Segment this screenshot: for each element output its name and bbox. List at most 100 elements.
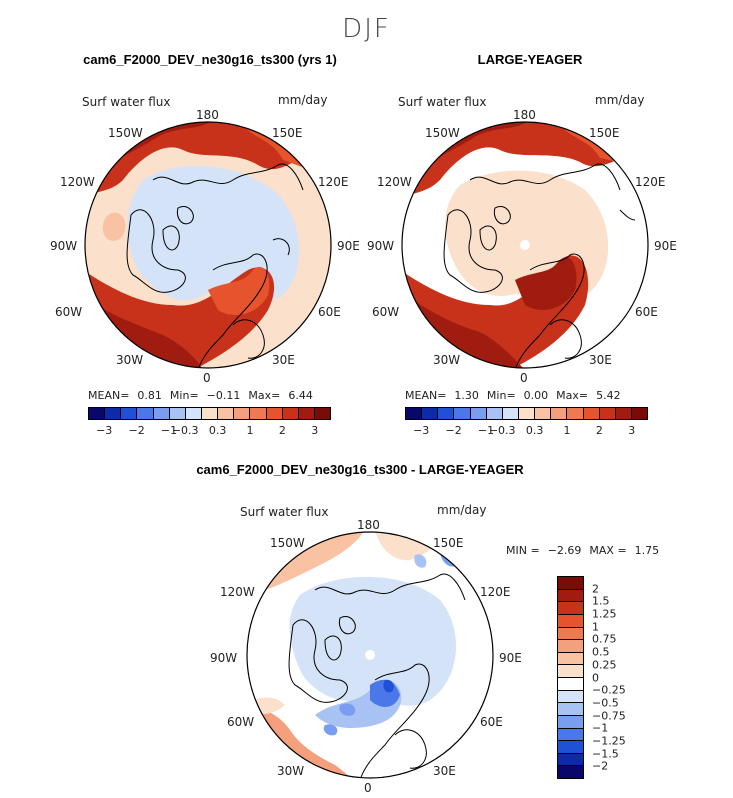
colorbar-tick-label: −3 [96,424,113,437]
colorbar-swatch [502,408,519,419]
colorbar-tick-label: 1 [592,620,599,634]
panel2-lon-150w: 150W [425,126,460,140]
panel1-lon-120w: 120W [60,175,95,189]
colorbar-swatch [558,589,583,603]
colorbar-swatch [406,408,423,419]
colorbar-swatch [298,408,315,419]
panel1-lon-0: 0 [203,371,211,385]
panel3-lon-120w: 120W [220,585,255,599]
colorbar-swatch [558,753,583,767]
colorbar-swatch [266,408,283,419]
panel2-lon-0: 0 [520,371,528,385]
colorbar-tick-label: 2 [592,582,599,596]
panel3-lon-30w: 30W [277,764,305,778]
panel3-variable-label: Surf water flux [240,505,329,519]
panel1-lon-150e: 150E [272,126,303,140]
colorbar-swatch [583,408,600,419]
panel1-mean-label: MEAN= [88,389,130,402]
colorbar-swatch [201,408,219,419]
panel1-lon-30e: 30E [272,353,295,367]
panel1-max-label: Max= [248,389,281,402]
colorbar-tick-label: −0.25 [592,683,626,697]
colorbar-swatch [551,408,568,419]
colorbar-swatch [105,408,122,419]
colorbar-tick-label: 1 [246,424,254,437]
panel3-lon-120e: 120E [480,585,511,599]
colorbar-swatch [631,408,648,419]
colorbar-swatch [535,408,552,419]
colorbar-tick-label: 1.25 [592,607,617,621]
colorbar-tick-label: 0.5 [592,645,610,659]
colorbar-swatch [558,665,583,678]
colorbar-tick-label: −1.5 [592,747,619,761]
panel1-stats: MEAN= 0.81 Min= −0.11 Max= 6.44 [88,389,321,402]
panel3-lon-180: 180 [357,518,380,532]
colorbar-tick-label: −0.3 [488,424,516,437]
panel3-lon-90w: 90W [210,651,238,665]
panel3-title: cam6_F2000_DEV_ne30g16_ts300 - LARGE-YEA… [196,462,524,477]
colorbar-tick-label: −0.75 [592,709,626,723]
panel3-lon-0: 0 [364,781,372,795]
panel1-max-value: 6.44 [288,389,313,402]
colorbar-tick-label: −2 [128,424,145,437]
colorbar-swatch [137,408,154,419]
panel2-lon-30w: 30W [433,353,461,367]
panel1-lon-30w: 30W [116,353,144,367]
colorbar-swatch [185,408,202,419]
panel2-min-label: Min= [486,389,516,402]
panel1-lon-150w: 150W [108,126,143,140]
colorbar-tick-label: −1 [160,424,178,437]
panel1-lon-90e: 90E [337,239,360,253]
panel2-colorbar-ticks: −3 −2 −1 −0.3 0.3 1 2 3 [405,424,648,438]
panel3-min-value: −2.69 [547,544,582,557]
panel3-lon-30e: 30E [433,764,456,778]
panel1-polar-map [84,121,332,369]
panel2-lon-60e: 60E [635,305,658,319]
colorbar-swatch [615,408,632,419]
panel2-stats: MEAN= 1.30 Min= 0.00 Max= 5.42 [405,389,629,402]
colorbar-swatch [558,652,583,666]
colorbar-tick-label: 0.3 [208,424,227,437]
colorbar-tick-label: 2 [595,424,603,437]
panel1-lon-90w: 90W [50,239,78,253]
panel1-variable-label: Surf water flux [82,95,171,109]
panel2-lon-120e: 120E [635,175,666,189]
colorbar-tick-label: 2 [278,424,286,437]
panel2-lon-60w: 60W [372,305,400,319]
colorbar-tick-label: −1 [477,424,495,437]
panel3-colorbar [557,576,584,779]
panel2-min-value: 0.00 [523,389,549,402]
panel2-title: LARGE-YEAGER [477,52,583,67]
colorbar-swatch [422,408,439,419]
colorbar-swatch [558,715,583,729]
panel2-max-label: Max= [556,389,589,402]
colorbar-tick-label: −2 [592,759,609,773]
colorbar-swatch [599,408,616,419]
colorbar-swatch [454,408,471,419]
colorbar-tick-label: 3 [628,424,636,437]
panel3-lon-60w: 60W [227,715,255,729]
colorbar-tick-label: 1 [563,424,571,437]
panel1-lon-180: 180 [196,108,219,122]
panel1-colorbar [88,407,331,420]
panel1-min-value: −0.11 [206,389,241,402]
panel3-lon-90e: 90E [499,651,522,665]
panel3-colorbar-ticks: 2 1.5 1.25 1 0.75 0.5 0.25 0 −0.25 −0.5 −0.75 −1 −1.… [592,576,652,779]
colorbar-swatch [89,408,106,419]
colorbar-tick-label: −3 [413,424,430,437]
panel1-lon-60w: 60W [55,305,83,319]
colorbar-swatch [486,408,503,419]
panel3-min-label: MIN = [506,544,540,557]
panel3-stats: MIN = −2.69 MAX = 1.75 [506,544,667,557]
colorbar-tick-label: −1 [592,721,609,735]
panel1-units: mm/day [278,93,328,107]
panel2-mean-value: 1.30 [454,389,479,402]
panel2-max-value: 5.42 [596,389,621,402]
panel2-variable-label: Surf water flux [398,95,487,109]
colorbar-swatch [234,408,251,419]
colorbar-swatch [121,408,138,419]
panel2-lon-150e: 150E [589,126,620,140]
colorbar-swatch [282,408,299,419]
colorbar-tick-label: −0.5 [592,696,619,710]
panel2-lon-90w: 90W [367,239,395,253]
